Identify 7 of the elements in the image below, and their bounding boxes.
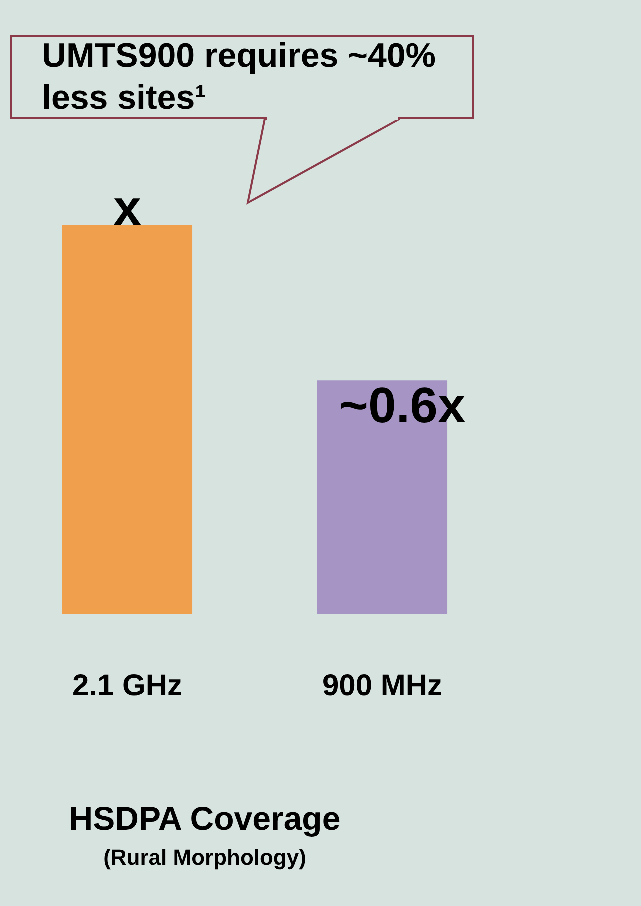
data-label: x	[114, 180, 142, 236]
text: UMTS900 requires ~40% less sites¹	[42, 36, 438, 119]
text: (Rural Morphology)	[102, 845, 308, 871]
x-tick-label: 900 MHz	[322, 669, 443, 702]
x-tick-label: 2.1 GHz	[72, 669, 183, 702]
data-label: ~0.6x	[339, 377, 466, 434]
x-axis-title: HSDPA Coverage	[68, 800, 342, 838]
